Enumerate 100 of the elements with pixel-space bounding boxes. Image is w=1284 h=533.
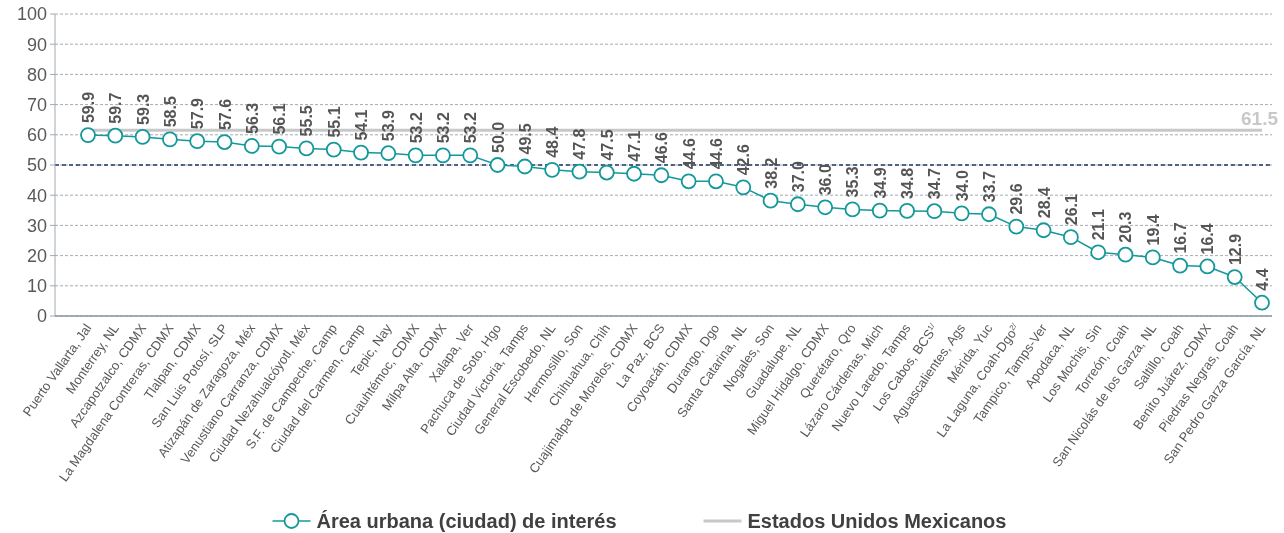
point bbox=[844, 201, 861, 218]
point bbox=[653, 167, 670, 184]
data-label: 16.4 bbox=[1199, 223, 1217, 255]
y-tick-label: 20 bbox=[26, 245, 47, 266]
point bbox=[80, 127, 96, 143]
point bbox=[489, 157, 506, 173]
data-label: 53.2 bbox=[407, 112, 425, 144]
data-label: 29.6 bbox=[1008, 183, 1026, 215]
data-label: 48.4 bbox=[544, 126, 562, 158]
data-label: 19.4 bbox=[1144, 214, 1162, 246]
point bbox=[435, 147, 451, 164]
data-label: 26.1 bbox=[1062, 193, 1080, 226]
data-label: 20.3 bbox=[1117, 211, 1135, 243]
point bbox=[735, 179, 752, 196]
point bbox=[407, 147, 424, 164]
data-label: 36.0 bbox=[817, 164, 835, 196]
point bbox=[708, 173, 724, 190]
data-label: 34.7 bbox=[926, 167, 944, 200]
point bbox=[462, 147, 479, 164]
point bbox=[516, 158, 533, 175]
point bbox=[571, 163, 588, 180]
data-label: 34.8 bbox=[899, 167, 917, 199]
point bbox=[789, 196, 806, 213]
data-label: 59.7 bbox=[107, 92, 125, 124]
point bbox=[380, 145, 397, 162]
legend-label: Estados Unidos Mexicanos bbox=[747, 510, 1007, 532]
point bbox=[1199, 258, 1216, 275]
data-label: 12.9 bbox=[1226, 233, 1244, 266]
data-label: 4.4 bbox=[1254, 268, 1271, 291]
data-label: 44.6 bbox=[707, 138, 725, 170]
data-label: 33.7 bbox=[980, 170, 998, 203]
point bbox=[189, 133, 206, 150]
data-label: 56.1 bbox=[271, 103, 289, 135]
point bbox=[243, 138, 260, 154]
point bbox=[926, 203, 943, 220]
y-tick-label: 70 bbox=[26, 94, 47, 115]
point bbox=[817, 199, 834, 216]
data-label: 28.4 bbox=[1035, 186, 1053, 219]
y-tick-label: 40 bbox=[26, 185, 47, 206]
data-label: 47.1 bbox=[626, 130, 644, 162]
data-label: 37.0 bbox=[789, 161, 807, 193]
data-label: 34.0 bbox=[953, 170, 971, 202]
y-tick-label: 90 bbox=[26, 34, 47, 55]
data-label: 16.7 bbox=[1172, 222, 1190, 254]
point bbox=[353, 144, 369, 161]
point bbox=[1008, 218, 1025, 235]
data-label: 56.3 bbox=[243, 102, 261, 134]
data-label: 55.1 bbox=[325, 106, 343, 138]
point bbox=[1144, 249, 1161, 266]
data-label: 59.3 bbox=[134, 93, 152, 125]
data-label: 47.5 bbox=[598, 129, 616, 161]
point bbox=[762, 192, 779, 209]
point bbox=[216, 134, 233, 150]
point bbox=[107, 127, 124, 144]
data-label: 47.8 bbox=[571, 128, 589, 160]
y-tick-label: 50 bbox=[26, 155, 47, 176]
data-label: 38.2 bbox=[762, 157, 780, 189]
data-label: 57.9 bbox=[189, 97, 207, 130]
y-tick-label: 80 bbox=[26, 64, 47, 85]
y-tick-label: 100 bbox=[16, 4, 47, 25]
point bbox=[899, 203, 915, 219]
point bbox=[1117, 246, 1134, 263]
point bbox=[325, 141, 342, 158]
point bbox=[598, 164, 615, 181]
point bbox=[162, 131, 178, 148]
point bbox=[298, 140, 315, 157]
point bbox=[1226, 269, 1243, 285]
data-label: 54.1 bbox=[353, 109, 371, 141]
data-label: 44.6 bbox=[680, 138, 698, 170]
data-label: 50.0 bbox=[489, 121, 507, 153]
point bbox=[544, 161, 561, 178]
point bbox=[134, 129, 151, 145]
data-label: 34.9 bbox=[871, 167, 889, 199]
point bbox=[271, 138, 288, 155]
data-label: 49.5 bbox=[516, 123, 534, 155]
data-label: 21.1 bbox=[1090, 209, 1108, 241]
point bbox=[1254, 294, 1270, 311]
data-label: 59.9 bbox=[80, 91, 97, 124]
legend-label: Área urbana (ciudad) de interés bbox=[316, 510, 617, 532]
data-label: 55.5 bbox=[298, 105, 316, 137]
y-tick-label: 10 bbox=[26, 276, 47, 297]
data-label: 58.5 bbox=[161, 96, 179, 128]
y-tick-label: 60 bbox=[26, 125, 47, 146]
point bbox=[626, 165, 642, 182]
data-label: 35.3 bbox=[844, 166, 862, 198]
point bbox=[981, 206, 997, 223]
point bbox=[1062, 229, 1079, 246]
point bbox=[1172, 257, 1188, 274]
data-label: 53.2 bbox=[462, 112, 480, 144]
point bbox=[1035, 222, 1052, 239]
data-label: 53.2 bbox=[434, 112, 452, 144]
point bbox=[1090, 244, 1107, 261]
y-tick-label: 30 bbox=[26, 215, 47, 236]
data-label: 57.6 bbox=[216, 98, 234, 131]
point bbox=[871, 202, 888, 219]
y-tick-label: 0 bbox=[36, 306, 47, 327]
point bbox=[680, 173, 697, 190]
point bbox=[953, 205, 970, 222]
data-label: 42.6 bbox=[735, 144, 753, 176]
data-label: 53.9 bbox=[380, 109, 398, 142]
